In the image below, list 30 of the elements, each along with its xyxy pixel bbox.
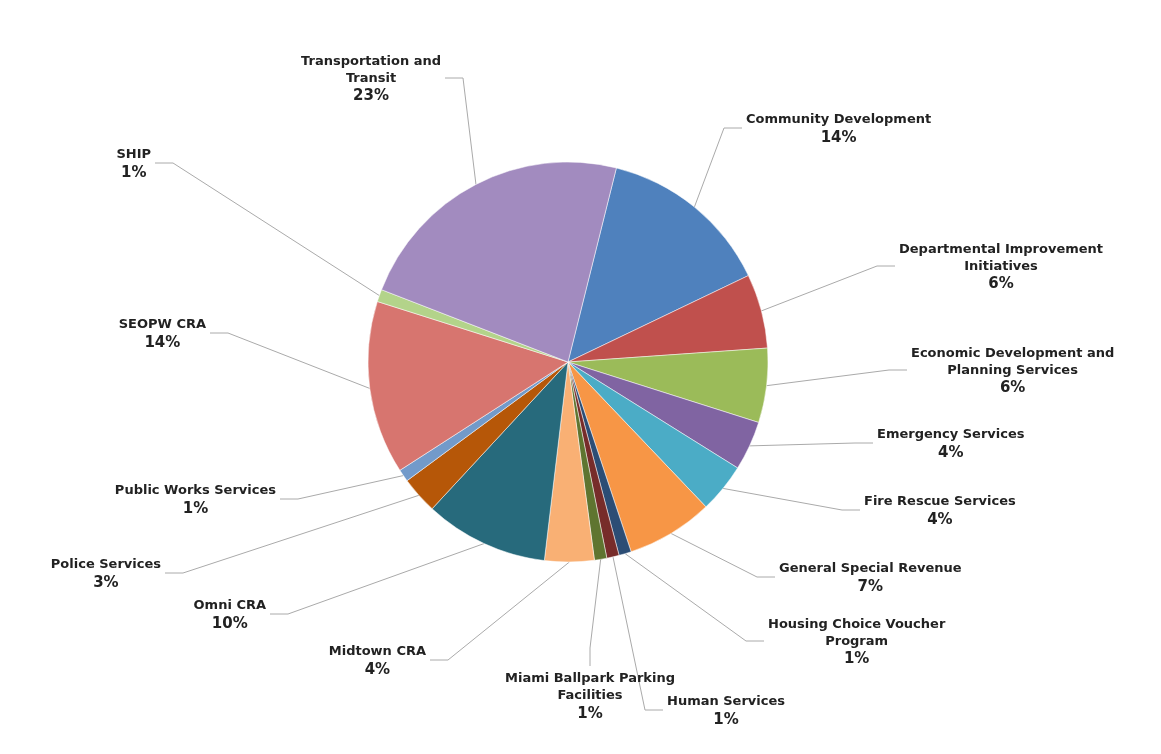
slice-label: Public Works Services bbox=[114, 482, 277, 497]
slice-label: Emergency Services bbox=[876, 426, 1025, 441]
data-label: 4% bbox=[364, 659, 391, 678]
slice-label: Midtown CRA bbox=[328, 643, 426, 658]
data-label: 7% bbox=[857, 576, 884, 595]
data-label: 4% bbox=[938, 442, 964, 461]
slice-label: Police Services bbox=[50, 556, 162, 571]
slice-label: Departmental Improvement Initiatives bbox=[898, 240, 1104, 273]
slice-label: Omni CRA bbox=[193, 597, 266, 612]
data-label: 1% bbox=[713, 709, 739, 728]
slice-label: Transportation and Transit bbox=[301, 52, 441, 85]
data-label: 6% bbox=[988, 274, 1014, 292]
data-label: 3% bbox=[93, 572, 119, 591]
slice-label: General Special Revenue bbox=[779, 560, 962, 575]
data-label: 1% bbox=[120, 162, 147, 181]
data-label: 23% bbox=[353, 86, 389, 104]
data-label: 1% bbox=[577, 703, 603, 722]
data-label: 14% bbox=[820, 127, 857, 146]
slice-label: Housing Choice Voucher Program bbox=[768, 615, 946, 648]
data-label: 1% bbox=[843, 649, 870, 667]
slice-label: SEOPW CRA bbox=[118, 316, 207, 331]
data-label: 1% bbox=[182, 498, 209, 517]
slice-label: SHIP bbox=[116, 146, 151, 161]
data-label: 6% bbox=[999, 378, 1026, 396]
slice-label: Economic Development and Planning Services bbox=[910, 344, 1115, 377]
slice-label: Community Development bbox=[746, 111, 932, 126]
data-label: 14% bbox=[144, 332, 181, 351]
slice-label: Fire Rescue Services bbox=[864, 493, 1016, 508]
data-label: 10% bbox=[211, 613, 248, 632]
data-label: 4% bbox=[927, 509, 953, 528]
